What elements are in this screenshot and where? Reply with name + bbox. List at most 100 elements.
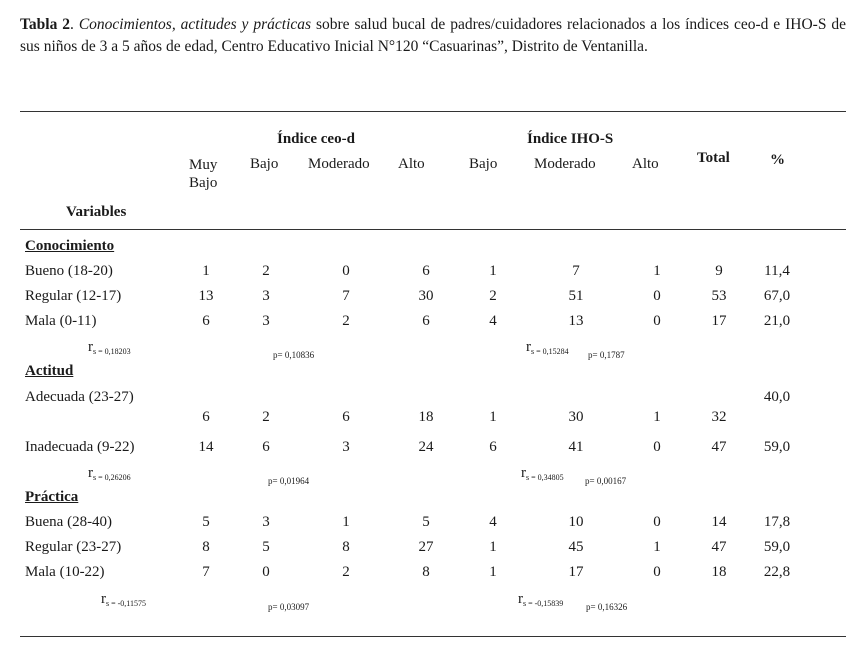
table-cell: 18 [711, 564, 727, 580]
col-header-ceod-alto: Alto [398, 156, 425, 172]
table-cell: 24 [418, 439, 434, 455]
row-label: Inadecuada (9-22) [25, 439, 135, 455]
table-cell: 17 [568, 564, 584, 580]
table-cell: 6 [489, 439, 497, 455]
table-cell: 40,0 [763, 389, 791, 405]
table-cell: 67,0 [763, 288, 791, 304]
stat-p-ihos: p= 0,00167 [585, 476, 627, 486]
table-cell: 4 [489, 313, 497, 329]
caption-italic: Conocimientos, actitudes y prácticas [78, 16, 312, 33]
col-header-percent: % [770, 152, 785, 168]
table-cell: 6 [342, 409, 350, 425]
caption-separator: . [70, 16, 79, 33]
table-cell: 8 [422, 564, 430, 580]
table-cell: 41 [568, 439, 584, 455]
table-cell: 2 [262, 409, 270, 425]
table-cell: 53 [711, 288, 727, 304]
table-cell: 0 [653, 288, 661, 304]
table-cell: 2 [342, 313, 350, 329]
table-cell: 6 [202, 313, 210, 329]
table-cell: 6 [202, 409, 210, 425]
table-cell: 1 [342, 514, 350, 530]
stat-rs-ihos: rs = 0,34805 [521, 465, 564, 482]
stat-r-symbol: r [88, 465, 93, 481]
stat-p-ceod: p= 0,03097 [268, 602, 310, 612]
table-cell: 5 [422, 514, 430, 530]
stat-p-ihos: p= 0,1787 [588, 350, 625, 360]
table-cell: 2 [489, 288, 497, 304]
table-cell: 30 [418, 288, 434, 304]
table-cell: 0 [342, 263, 350, 279]
col-header-variables: Variables [66, 204, 127, 220]
table-cell: 47 [711, 439, 727, 455]
table-cell: 7 [342, 288, 350, 304]
table-cell: 13 [198, 288, 214, 304]
col-header-total: Total [697, 150, 730, 166]
table-cell: 51 [568, 288, 584, 304]
stat-rs-ihos: rs = 0,15284 [526, 339, 569, 356]
table-cell: 3 [262, 514, 270, 530]
stat-p-ceod: p= 0,01964 [268, 476, 310, 486]
table-cell: 1 [489, 263, 497, 279]
table-cell: 1 [653, 539, 661, 555]
header-rule [20, 229, 846, 230]
stat-p-ihos: p= 0,16326 [586, 602, 628, 612]
row-label: Mala (0-11) [25, 313, 97, 329]
table-cell: 1 [489, 409, 497, 425]
stat-r-symbol: r [521, 465, 526, 481]
table-cell: 6 [422, 313, 430, 329]
table-cell: 59,0 [763, 439, 791, 455]
stat-rs-ceod: rs = 0,26206 [88, 465, 131, 482]
table-cell: 1 [489, 564, 497, 580]
table-cell: 32 [711, 409, 727, 425]
table-cell: 47 [711, 539, 727, 555]
table-cell: 30 [568, 409, 584, 425]
col-header-ihos-alto: Alto [632, 156, 659, 172]
stat-r-value: s = -0,11575 [106, 599, 146, 608]
table-cell: 45 [568, 539, 584, 555]
table-cell: 10 [568, 514, 584, 530]
stat-r-value: s = 0,15284 [531, 347, 569, 356]
table-cell: 13 [568, 313, 584, 329]
section-title-practica: Práctica [25, 489, 79, 505]
stat-r-symbol: r [101, 591, 106, 607]
table-cell: 11,4 [764, 263, 790, 279]
table-cell: 8 [342, 539, 350, 555]
table-number: Tabla 2 [20, 16, 71, 33]
col-header-ihos-moderado: Moderado [534, 156, 596, 172]
table-cell: 21,0 [763, 313, 791, 329]
table-cell: 0 [653, 514, 661, 530]
stat-rs-ceod: rs = -0,11575 [101, 591, 146, 608]
col-header-ceod-bajo: Bajo [250, 156, 279, 172]
table-cell: 5 [202, 514, 210, 530]
bottom-rule [20, 636, 846, 637]
table-cell: 27 [418, 539, 434, 555]
stat-r-value: s = 0,26206 [93, 473, 131, 482]
group-header-ceod: Índice ceo-d [277, 131, 355, 147]
stat-r-symbol: r [88, 339, 93, 355]
row-label: Buena (28-40) [25, 514, 113, 530]
table-cell: 1 [653, 263, 661, 279]
section-title-actitud: Actitud [25, 363, 74, 379]
stat-r-symbol: r [518, 591, 523, 607]
col-header-ceod-muy-bajo: Muy Bajo [189, 157, 218, 191]
section-title-conocimiento: Conocimiento [25, 238, 115, 254]
table-cell: 5 [262, 539, 270, 555]
table-cell: 1 [202, 263, 210, 279]
table-cell: 8 [202, 539, 210, 555]
caption-text: sobre salud bucal de padres/cuidadores r… [20, 16, 847, 55]
table-cell: 59,0 [763, 539, 791, 555]
table-cell: 0 [262, 564, 270, 580]
col-header-ceod-moderado: Moderado [308, 156, 370, 172]
table-cell: 1 [653, 409, 661, 425]
table-cell: 6 [422, 263, 430, 279]
table-cell: 17 [711, 313, 727, 329]
table-cell: 3 [342, 439, 350, 455]
stat-r-value: s = -0,15839 [523, 599, 564, 608]
table-cell: 4 [489, 514, 497, 530]
table-cell: 6 [262, 439, 270, 455]
table-cell: 17,8 [763, 514, 791, 530]
row-label: Adecuada (23-27) [25, 389, 134, 405]
table-cell: 0 [653, 564, 661, 580]
row-label: Mala (10-22) [25, 564, 105, 580]
